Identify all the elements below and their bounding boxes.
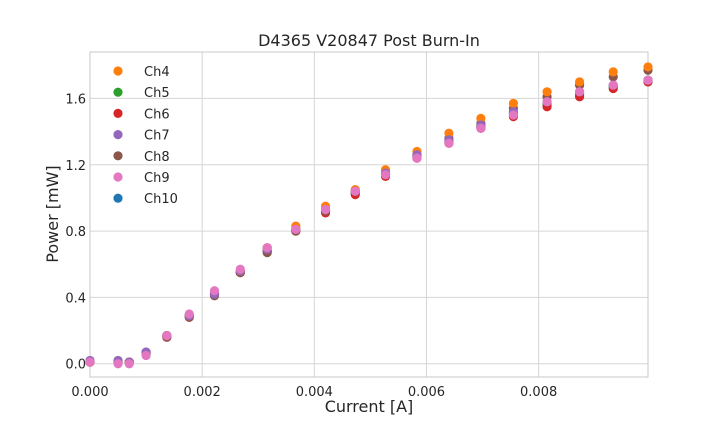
data-point-ch9	[508, 110, 519, 120]
x-tick-label: 0.008	[520, 385, 557, 400]
x-tick-label: 0.006	[408, 385, 445, 400]
data-point-ch4	[643, 62, 653, 72]
data-point-ch4	[608, 67, 618, 77]
x-tick-labels: 0.000 0.002 0.004 0.006 0.008	[71, 385, 557, 400]
y-tick-label: 0.0	[65, 358, 86, 373]
legend-label: Ch5	[144, 86, 170, 101]
data-point-ch9	[476, 123, 486, 133]
data-point-ch4	[444, 128, 454, 138]
legend-label: Ch4	[144, 65, 170, 80]
data-point-ch4	[508, 98, 519, 109]
series-ch9	[85, 75, 653, 369]
data-point-ch9	[235, 264, 245, 274]
x-tick-label: 0.004	[296, 385, 333, 400]
data-point-ch9	[444, 138, 454, 148]
data-point-ch9	[262, 243, 272, 253]
data-point-ch9	[643, 75, 653, 85]
data-point-ch9	[380, 170, 391, 180]
legend-item-ch6: Ch6	[113, 107, 170, 122]
legend: Ch4 Ch5 Ch6 Ch7 Ch8 Ch9 Ch10	[113, 65, 178, 207]
data-point-ch4	[476, 113, 486, 123]
data-point-ch4	[574, 77, 585, 87]
x-tick-label: 0.002	[184, 385, 221, 400]
x-tick-label: 0.000	[71, 385, 108, 400]
y-tick-label: 0.8	[65, 225, 86, 240]
legend-label: Ch7	[144, 129, 170, 144]
legend-label: Ch8	[144, 150, 170, 165]
data-point-ch9	[209, 286, 220, 296]
data-point-ch9	[542, 97, 552, 107]
data-point-ch9	[320, 204, 331, 215]
legend-item-ch8: Ch8	[113, 150, 170, 165]
legend-item-ch7: Ch7	[113, 129, 170, 144]
data-point-ch9	[184, 309, 194, 319]
legend-label: Ch6	[144, 107, 170, 122]
data-points	[85, 62, 653, 369]
data-point-ch9	[141, 350, 151, 361]
data-point-ch9	[162, 330, 172, 341]
x-axis-title: Current [A]	[325, 397, 414, 416]
legend-marker	[113, 151, 123, 161]
legend-item-ch4: Ch4	[113, 65, 170, 80]
data-point-ch9	[608, 80, 618, 90]
legend-label: Ch10	[144, 192, 178, 207]
data-point-ch9	[350, 186, 360, 196]
y-tick-label: 0.4	[65, 291, 86, 306]
data-point-ch9	[412, 153, 422, 163]
legend-item-ch5: Ch5	[113, 86, 170, 101]
grid-lines	[89, 52, 648, 377]
y-tick-label: 1.6	[65, 92, 86, 107]
legend-marker	[113, 172, 123, 182]
data-point-ch9	[113, 359, 123, 369]
legend-marker	[113, 87, 123, 97]
data-point-ch9	[124, 359, 134, 369]
legend-marker	[113, 66, 123, 76]
chart-title: D4365 V20847 Post Burn-In	[258, 31, 480, 50]
data-point-ch4	[542, 87, 552, 97]
data-point-ch9	[574, 87, 585, 97]
legend-item-ch9: Ch9	[113, 171, 170, 186]
legend-marker	[113, 108, 123, 118]
legend-item-ch10: Ch10	[113, 192, 178, 207]
y-axis-title: Power [mW]	[43, 165, 62, 262]
data-point-ch9	[85, 357, 95, 367]
data-point-ch9	[291, 224, 301, 235]
y-tick-label: 1.2	[65, 159, 86, 174]
legend-label: Ch9	[144, 171, 170, 186]
legend-marker	[113, 193, 123, 203]
legend-marker	[113, 130, 123, 140]
y-tick-labels: 0.0 0.4 0.8 1.2 1.6	[65, 92, 86, 372]
plot-frame	[89, 51, 649, 378]
